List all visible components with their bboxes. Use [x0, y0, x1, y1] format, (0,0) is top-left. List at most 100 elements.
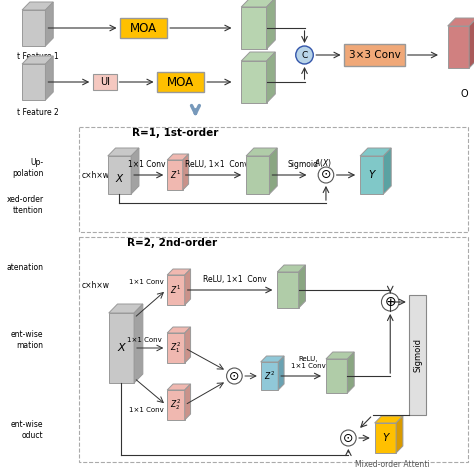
Polygon shape: [167, 384, 191, 390]
Polygon shape: [448, 26, 469, 68]
Polygon shape: [374, 423, 396, 453]
Polygon shape: [167, 390, 185, 420]
Polygon shape: [22, 56, 53, 64]
Polygon shape: [469, 18, 474, 68]
Text: ⊙: ⊙: [229, 370, 240, 383]
Text: MOA: MOA: [130, 21, 157, 35]
Polygon shape: [109, 313, 134, 383]
Text: Mixed-order Attenti: Mixed-order Attenti: [355, 460, 429, 469]
Text: atenation: atenation: [7, 264, 44, 273]
Text: C: C: [301, 51, 308, 60]
Polygon shape: [261, 362, 278, 390]
Text: X: X: [118, 343, 125, 353]
Text: R=2, 2nd-order: R=2, 2nd-order: [127, 238, 218, 248]
Polygon shape: [167, 160, 183, 190]
Polygon shape: [167, 327, 191, 333]
Text: c×h×w: c×h×w: [82, 171, 109, 180]
Polygon shape: [22, 10, 46, 46]
Text: O: O: [460, 89, 468, 99]
Text: $Z^1$: $Z^1$: [170, 169, 181, 181]
Text: $A(X)$: $A(X)$: [314, 157, 332, 169]
Polygon shape: [383, 148, 391, 194]
Polygon shape: [241, 7, 266, 49]
Polygon shape: [46, 2, 53, 46]
Polygon shape: [269, 148, 277, 194]
Polygon shape: [108, 148, 139, 156]
FancyBboxPatch shape: [409, 295, 426, 415]
Polygon shape: [131, 148, 139, 194]
Circle shape: [318, 167, 334, 183]
Polygon shape: [326, 352, 354, 359]
Polygon shape: [185, 384, 191, 420]
Polygon shape: [185, 269, 191, 305]
Text: xed-order
ttention: xed-order ttention: [6, 195, 44, 215]
Text: ⊕: ⊕: [384, 295, 396, 309]
Text: R=1, 1st-order: R=1, 1st-order: [132, 128, 219, 138]
Text: $A(X)$: $A(X)$: [381, 413, 399, 425]
Polygon shape: [167, 275, 185, 305]
Polygon shape: [396, 416, 403, 453]
Text: $Z^2_1$: $Z^2_1$: [171, 340, 182, 356]
Polygon shape: [374, 416, 403, 423]
Text: ReLU,
1×1 Conv: ReLU, 1×1 Conv: [291, 356, 326, 369]
FancyBboxPatch shape: [345, 44, 405, 66]
Polygon shape: [241, 0, 275, 7]
Polygon shape: [360, 156, 383, 194]
Circle shape: [340, 430, 356, 446]
Text: Sigmoid: Sigmoid: [413, 338, 422, 372]
Text: c×h×w: c×h×w: [82, 281, 109, 290]
Polygon shape: [241, 52, 275, 61]
Text: ReLU, 1×1  Conv: ReLU, 1×1 Conv: [185, 160, 249, 169]
Circle shape: [227, 368, 242, 384]
Circle shape: [382, 293, 399, 311]
Polygon shape: [347, 352, 354, 393]
Polygon shape: [277, 272, 299, 308]
Text: MOA: MOA: [167, 75, 194, 89]
Polygon shape: [241, 61, 266, 103]
Text: $Z^1$: $Z^1$: [171, 284, 182, 296]
Text: ReLU, 1×1  Conv: ReLU, 1×1 Conv: [202, 275, 266, 284]
Text: ⊙: ⊙: [343, 431, 354, 445]
Text: X: X: [116, 174, 123, 184]
Polygon shape: [167, 333, 185, 363]
FancyBboxPatch shape: [120, 18, 167, 38]
Text: Y: Y: [382, 433, 389, 443]
Polygon shape: [22, 2, 53, 10]
Polygon shape: [448, 18, 474, 26]
Polygon shape: [360, 148, 391, 156]
Polygon shape: [266, 52, 275, 103]
Polygon shape: [46, 56, 53, 100]
Polygon shape: [109, 304, 143, 313]
Text: 3×3 Conv: 3×3 Conv: [349, 50, 401, 60]
Polygon shape: [183, 154, 189, 190]
Text: Y: Y: [369, 170, 375, 180]
Polygon shape: [299, 265, 306, 308]
Polygon shape: [261, 356, 284, 362]
Polygon shape: [246, 148, 277, 156]
Polygon shape: [326, 359, 347, 393]
FancyBboxPatch shape: [93, 74, 117, 90]
Text: t Feature 2: t Feature 2: [17, 108, 59, 117]
Polygon shape: [167, 154, 189, 160]
Polygon shape: [22, 64, 46, 100]
Text: t Feature 1: t Feature 1: [17, 52, 59, 61]
Text: ⊙: ⊙: [321, 168, 331, 182]
Text: $Z^2$: $Z^2$: [264, 370, 275, 382]
Text: 1×1 Conv: 1×1 Conv: [129, 279, 164, 285]
Text: ent-wise
mation: ent-wise mation: [11, 329, 44, 350]
Text: 1×1 Conv: 1×1 Conv: [128, 337, 162, 343]
Polygon shape: [108, 156, 131, 194]
Text: $Z^2_2$: $Z^2_2$: [171, 398, 182, 412]
Polygon shape: [185, 327, 191, 363]
Circle shape: [296, 46, 313, 64]
Polygon shape: [167, 269, 191, 275]
Text: 1×1 Conv: 1×1 Conv: [129, 407, 164, 413]
Polygon shape: [246, 156, 269, 194]
Polygon shape: [134, 304, 143, 383]
Text: Sigmoid: Sigmoid: [288, 160, 319, 169]
Polygon shape: [277, 265, 306, 272]
Text: Up-
polation: Up- polation: [12, 157, 44, 178]
Text: ent-wise
oduct: ent-wise oduct: [11, 419, 44, 440]
FancyBboxPatch shape: [157, 72, 204, 92]
Polygon shape: [266, 0, 275, 49]
